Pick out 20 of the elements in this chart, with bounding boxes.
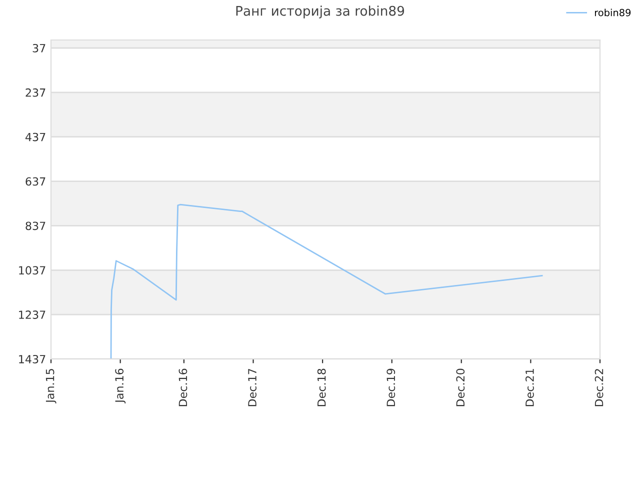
x-tick-label: Dec.17 [248,368,256,406]
y-tick-label: 837 [26,222,46,230]
x-tick-label: Dec.20 [456,368,465,406]
y-tick-label: 1437 [19,354,46,364]
y-tick-label: 1037 [19,266,46,275]
x-tick-label: Jan.16 [115,368,126,404]
x-tick-label: Dec.22 [594,369,604,406]
y-tick-label: 237 [26,88,46,97]
x-tick-label: Dec.21 [526,369,534,406]
x-tick-label: Jan.15 [46,369,56,404]
x-tick-label: Dec.18 [317,368,326,406]
x-tick-label: Dec.19 [386,368,396,406]
line-series [110,204,543,359]
x-tick-label: Dec.16 [178,368,188,406]
y-tick-label: 37 [32,44,46,52]
legend-label: robin89 [595,8,631,16]
y-tick-label: 637 [26,177,46,186]
chart-title: Ранг историја за robin89 [236,6,404,18]
y-tick-label: 437 [25,132,46,142]
y-tick-label: 1237 [19,310,46,319]
